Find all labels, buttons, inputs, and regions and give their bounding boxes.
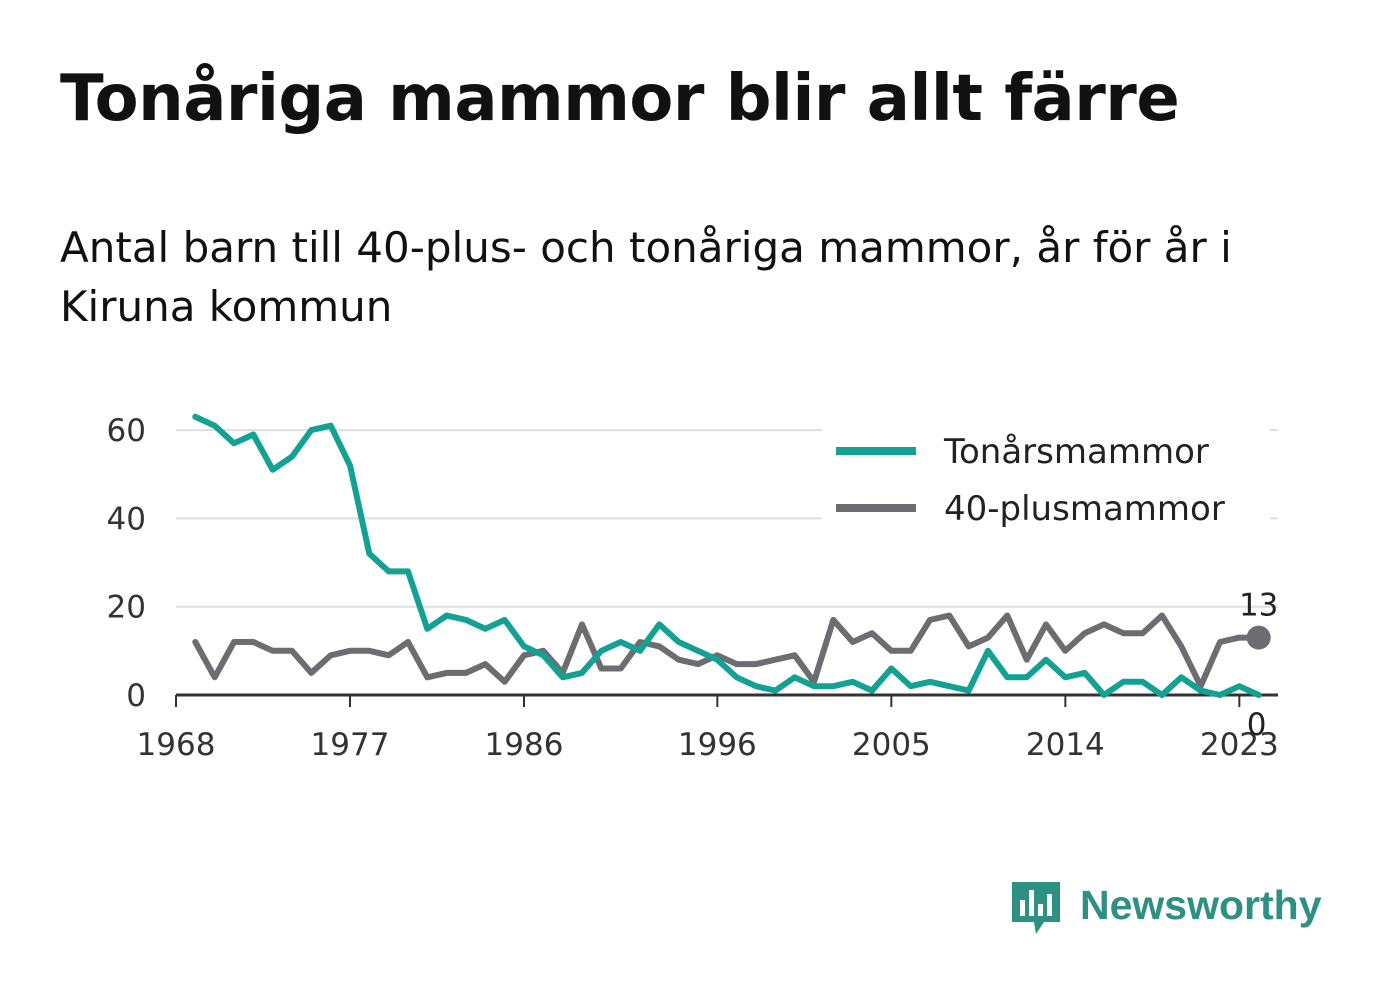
y-axis-ticks: 0 20 40 60 (107, 413, 146, 714)
y-tick-label: 0 (126, 678, 146, 714)
x-axis: 1968 1977 1986 1996 2005 2014 2023 (137, 693, 1279, 763)
brand-name: Newsworthy (1080, 882, 1322, 928)
endpoint-marker-40-plusmammor (1246, 625, 1271, 650)
series-line-40-plusmammor (192, 612, 1262, 690)
y-tick-label: 20 (107, 590, 146, 626)
brand-logo: Newsworthy (1010, 878, 1322, 942)
end-labels: 0 13 (1239, 588, 1278, 743)
x-tick-label: 1977 (311, 727, 390, 763)
x-tick-label: 1996 (678, 727, 757, 763)
legend-background (822, 422, 1270, 546)
chart-title: Tonåriga mammor blir allt färre (60, 62, 1180, 136)
series-line-tonarsmammor (192, 413, 1262, 698)
y-tick-label: 60 (107, 413, 146, 449)
x-tick-label: 1968 (137, 727, 216, 763)
x-tick-label: 2023 (1200, 727, 1279, 763)
endpoint-label-tonarsmammor: 0 (1247, 707, 1267, 743)
endpoint-label-40-plusmammor: 13 (1239, 588, 1278, 624)
y-tick-label: 40 (107, 501, 146, 537)
newsworthy-chat-bars-icon (1012, 882, 1060, 934)
series-lines (192, 413, 1262, 698)
chart-subtitle: Antal barn till 40-plus- och tonåriga ma… (60, 223, 1232, 331)
x-tick-label: 1986 (485, 727, 564, 763)
legend-label: Tonårsmammor (943, 432, 1209, 472)
x-tick-label: 2014 (1026, 727, 1105, 763)
legend: Tonårsmammor 40-plusmammor (822, 422, 1270, 546)
legend-label: 40-plusmammor (944, 489, 1225, 529)
x-tick-label: 2005 (852, 727, 931, 763)
